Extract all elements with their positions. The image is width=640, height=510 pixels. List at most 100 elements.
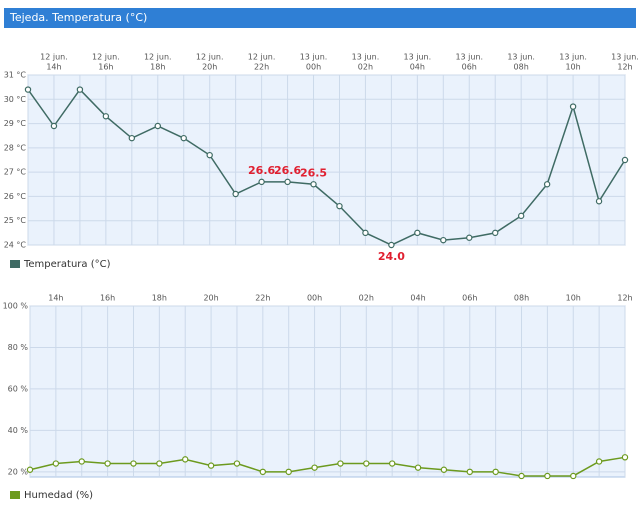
- data-point: [207, 462, 215, 469]
- x-tick-date: 12 jun.: [40, 53, 68, 62]
- y-tick-label: 80 %: [8, 343, 29, 352]
- x-tick-label: 04h: [410, 294, 425, 303]
- y-tick-label: 40 %: [8, 426, 29, 435]
- y-tick-label: 24 °C: [4, 241, 27, 250]
- x-tick-label: 02h: [358, 63, 373, 72]
- y-tick-label: 29 °C: [4, 119, 27, 128]
- y-tick-label: 27 °C: [4, 168, 27, 177]
- x-tick-label: 20h: [202, 63, 217, 72]
- x-tick-label: 16h: [98, 63, 113, 72]
- x-tick-date: 12 jun.: [196, 53, 224, 62]
- data-point: [595, 198, 603, 205]
- x-tick-label: 16h: [100, 294, 115, 303]
- data-point: [206, 151, 213, 159]
- data-point: [284, 178, 291, 186]
- legend-swatch: [10, 491, 20, 499]
- x-tick-label: 12h: [617, 294, 632, 303]
- x-tick-label: 18h: [150, 63, 165, 72]
- x-tick-label: 10h: [565, 63, 580, 72]
- data-point: [388, 241, 395, 249]
- x-tick-label: 08h: [514, 63, 529, 72]
- data-point: [517, 212, 525, 220]
- data-point: [466, 468, 473, 476]
- series-line: [29, 456, 626, 477]
- x-tick-date: 13 jun.: [611, 53, 639, 62]
- x-tick-label: 04h: [410, 63, 425, 72]
- data-point: [258, 178, 265, 186]
- x-tick-date: 13 jun.: [559, 53, 587, 62]
- x-tick-label: 20h: [203, 294, 218, 303]
- plot-area: [27, 74, 626, 246]
- data-point: [543, 181, 551, 188]
- data-point: [466, 234, 473, 241]
- data-point: [76, 86, 84, 93]
- y-tick-label: 20 %: [8, 467, 29, 476]
- data-point: [569, 103, 577, 110]
- y-tick-label: 30 °C: [4, 95, 27, 104]
- data-point: [362, 229, 369, 237]
- x-tick-date: 13 jun.: [300, 53, 328, 62]
- data-point: [104, 460, 111, 467]
- data-point: [50, 122, 58, 130]
- x-tick-label: 22h: [254, 63, 269, 72]
- legend-swatch: [10, 260, 20, 268]
- legend-label: Temperatura (°C): [23, 259, 111, 270]
- data-point: [24, 86, 32, 93]
- data-point: [233, 460, 241, 467]
- y-tick-label: 25 °C: [4, 216, 27, 225]
- x-tick-label: 06h: [462, 63, 477, 72]
- series-line: [27, 88, 626, 246]
- data-point: [440, 466, 448, 473]
- data-point: [336, 202, 343, 210]
- x-tick-label: 12h: [617, 63, 632, 72]
- data-point: [518, 472, 525, 480]
- data-point: [128, 134, 136, 142]
- x-tick-date: 13 jun.: [455, 53, 483, 62]
- data-label: 26.5: [300, 166, 327, 179]
- y-tick-label: 26 °C: [4, 192, 27, 201]
- plot-area: [29, 305, 626, 478]
- y-tick-label: 28 °C: [4, 143, 27, 152]
- y-tick-label: 100 %: [3, 302, 29, 311]
- x-tick-date: 13 jun.: [352, 53, 380, 62]
- x-tick-date: 12 jun.: [144, 53, 172, 62]
- data-point: [102, 113, 110, 120]
- x-tick-label: 18h: [152, 294, 167, 303]
- data-point: [621, 156, 629, 164]
- x-tick-label: 14h: [46, 63, 61, 72]
- x-tick-label: 06h: [462, 294, 477, 303]
- legend-label: Humedad (%): [24, 490, 93, 501]
- x-tick-label: 00h: [306, 63, 321, 72]
- x-tick-date: 13 jun.: [404, 53, 432, 62]
- y-tick-label: 60 %: [8, 384, 29, 393]
- data-point: [544, 472, 551, 480]
- header-bar: [4, 8, 636, 28]
- x-tick-label: 14h: [48, 294, 63, 303]
- data-point: [440, 236, 447, 244]
- data-point: [232, 190, 239, 198]
- data-point: [259, 468, 267, 476]
- x-tick-date: 12 jun.: [92, 53, 120, 62]
- header-title: Tejeda. Temperatura (°C): [9, 11, 147, 24]
- data-point: [388, 460, 396, 467]
- y-tick-label: 31 °C: [4, 71, 27, 80]
- data-point: [492, 468, 499, 476]
- x-tick-label: 10h: [566, 294, 581, 303]
- data-point: [337, 460, 344, 467]
- data-point: [154, 122, 161, 130]
- x-tick-date: 13 jun.: [507, 53, 535, 62]
- data-point: [414, 464, 422, 471]
- data-point: [621, 454, 629, 461]
- x-tick-label: 00h: [307, 294, 322, 303]
- x-tick-date: 12 jun.: [248, 53, 276, 62]
- data-label: 26.6: [274, 164, 301, 177]
- data-point: [52, 460, 60, 467]
- data-point: [182, 456, 189, 463]
- data-label: 26.6: [248, 164, 275, 177]
- data-point: [180, 134, 187, 142]
- data-point: [311, 464, 318, 471]
- data-point: [26, 466, 34, 473]
- data-point: [156, 460, 163, 467]
- data-point: [78, 458, 85, 465]
